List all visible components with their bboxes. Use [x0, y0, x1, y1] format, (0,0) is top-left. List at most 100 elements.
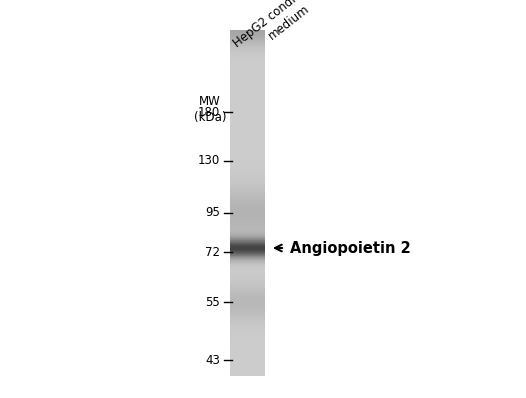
Bar: [230, 78, 265, 79]
Bar: [230, 108, 265, 109]
Bar: [230, 175, 265, 176]
Bar: [230, 242, 265, 244]
Bar: [230, 226, 265, 227]
Bar: [230, 56, 265, 57]
Bar: [230, 207, 265, 209]
Bar: [230, 36, 265, 37]
Bar: [230, 238, 265, 239]
Bar: [230, 220, 265, 222]
Bar: [230, 310, 265, 311]
Bar: [230, 322, 265, 323]
Bar: [230, 162, 265, 163]
Bar: [230, 370, 265, 371]
Bar: [230, 263, 265, 264]
Bar: [230, 254, 265, 255]
Bar: [230, 131, 265, 132]
Bar: [230, 42, 265, 43]
Bar: [230, 34, 265, 35]
Bar: [230, 281, 265, 282]
Bar: [230, 307, 265, 308]
Bar: [230, 350, 265, 351]
Bar: [230, 127, 265, 129]
Bar: [230, 258, 265, 259]
Bar: [230, 234, 265, 235]
Bar: [230, 113, 265, 114]
Bar: [230, 125, 265, 126]
Bar: [230, 345, 265, 347]
Bar: [230, 316, 265, 318]
Bar: [230, 183, 265, 184]
Bar: [230, 315, 265, 316]
Bar: [230, 187, 265, 189]
Bar: [230, 144, 265, 145]
Bar: [230, 109, 265, 110]
Bar: [230, 65, 265, 66]
Bar: [230, 363, 265, 365]
Bar: [230, 35, 265, 36]
Bar: [230, 257, 265, 258]
Bar: [230, 310, 265, 311]
Bar: [230, 58, 265, 59]
Bar: [230, 353, 265, 354]
Bar: [230, 349, 265, 350]
Bar: [230, 305, 265, 306]
Bar: [230, 336, 265, 337]
Bar: [230, 205, 265, 206]
Bar: [230, 182, 265, 183]
Bar: [230, 294, 265, 295]
Bar: [230, 96, 265, 97]
Bar: [230, 64, 265, 65]
Bar: [230, 262, 265, 263]
Bar: [230, 342, 265, 343]
Bar: [230, 339, 265, 340]
Bar: [230, 85, 265, 86]
Bar: [230, 302, 265, 303]
Bar: [230, 58, 265, 59]
Bar: [230, 166, 265, 167]
Bar: [230, 294, 265, 295]
Text: 95: 95: [205, 207, 220, 220]
Bar: [230, 187, 265, 188]
Bar: [230, 178, 265, 179]
Bar: [230, 88, 265, 89]
Bar: [230, 222, 265, 223]
Bar: [230, 49, 265, 51]
Bar: [230, 332, 265, 334]
Bar: [230, 53, 265, 55]
Bar: [230, 219, 265, 220]
Bar: [230, 84, 265, 85]
Bar: [230, 309, 265, 310]
Bar: [230, 87, 265, 88]
Bar: [230, 153, 265, 154]
Bar: [230, 287, 265, 289]
Bar: [230, 250, 265, 251]
Bar: [230, 62, 265, 64]
Bar: [230, 162, 265, 164]
Bar: [230, 124, 265, 125]
Bar: [230, 80, 265, 81]
Bar: [230, 183, 265, 184]
Bar: [230, 96, 265, 98]
Bar: [230, 313, 265, 314]
Bar: [230, 71, 265, 72]
Bar: [230, 68, 265, 70]
Bar: [230, 154, 265, 155]
Bar: [230, 247, 265, 248]
Bar: [230, 275, 265, 276]
Bar: [230, 331, 265, 332]
Bar: [230, 111, 265, 113]
Bar: [230, 106, 265, 107]
Bar: [230, 216, 265, 217]
Bar: [230, 92, 265, 93]
Bar: [230, 113, 265, 115]
Bar: [230, 61, 265, 62]
Bar: [230, 136, 265, 137]
Bar: [230, 291, 265, 292]
Bar: [230, 110, 265, 111]
Bar: [230, 180, 265, 181]
Bar: [230, 233, 265, 234]
Bar: [230, 320, 265, 322]
Bar: [230, 208, 265, 209]
Bar: [230, 265, 265, 266]
Bar: [230, 178, 265, 179]
